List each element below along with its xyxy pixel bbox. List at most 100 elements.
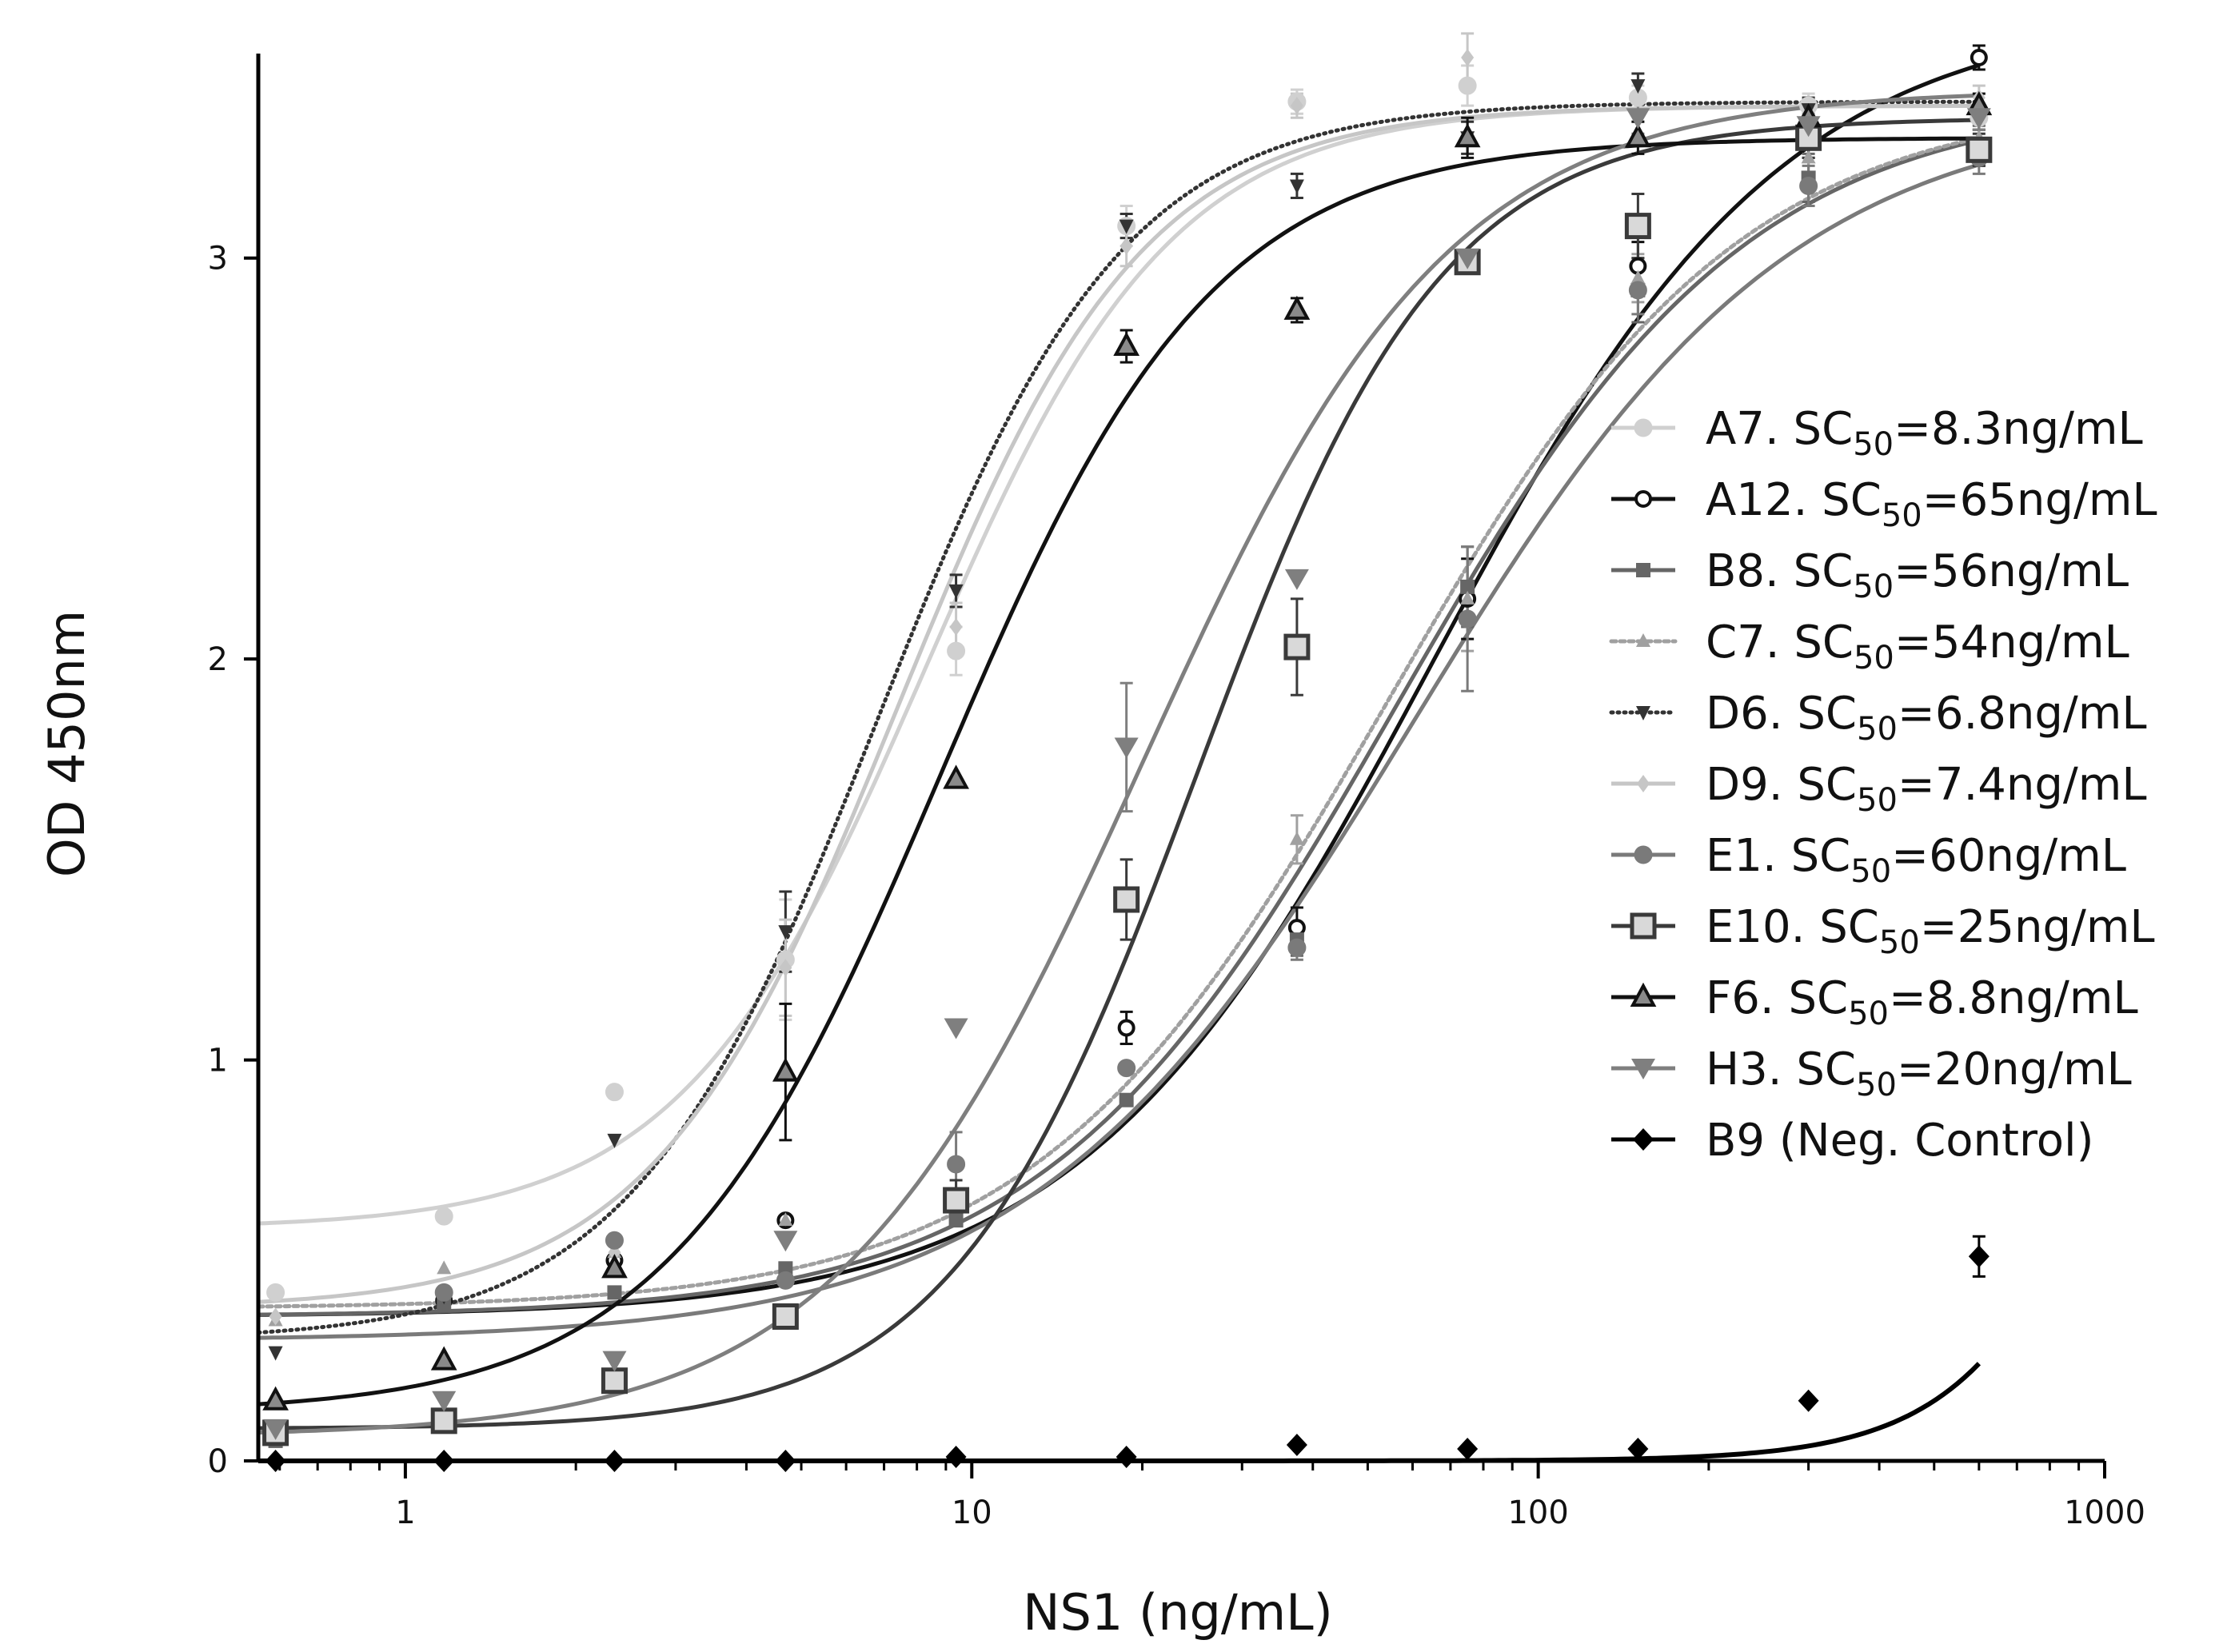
legend-marker xyxy=(1630,912,1657,940)
data-point-a12 xyxy=(1970,49,1988,66)
axes: 0 1 2 3 1 10 100 1000 xyxy=(208,54,2145,1531)
legend-label: A7. SC50=8.3ng/mL xyxy=(1706,403,2143,463)
data-points xyxy=(262,49,1993,1472)
data-point-e1 xyxy=(1117,1059,1136,1078)
data-point-c7 xyxy=(437,1260,452,1275)
data-point-d9 xyxy=(779,959,792,977)
fit-curve-b9 xyxy=(258,1362,1982,1463)
fit-curve-c7 xyxy=(256,135,1982,1309)
legend-item-c7: C7. SC50=54ng/mL xyxy=(1609,617,2129,676)
data-point-b9 xyxy=(1798,1389,1819,1412)
data-point-f6 xyxy=(943,764,969,789)
data-point-f6 xyxy=(1113,331,1140,357)
data-point-e1 xyxy=(1799,176,1818,195)
fit-curve-h3 xyxy=(257,93,1979,1435)
fit-curve-d9 xyxy=(257,103,1979,1304)
data-point-d6 xyxy=(607,1133,622,1148)
data-point-e10 xyxy=(772,1303,799,1330)
legend-label: D6. SC50=6.8ng/mL xyxy=(1706,688,2147,748)
legend-label: F6. SC50=8.8ng/mL xyxy=(1706,972,2138,1032)
data-point-c7 xyxy=(778,1212,793,1227)
legend: A7. SC50=8.3ng/mL A12. SC50=65ng/mL B8. SC… xyxy=(1609,403,2157,1167)
data-point-b9 xyxy=(1116,1445,1137,1468)
data-point-d6 xyxy=(948,584,964,599)
legend-item-a7: A7. SC50=8.3ng/mL xyxy=(1611,403,2143,463)
data-point-e10 xyxy=(1966,136,1993,163)
y-tick-label: 0 xyxy=(208,1443,228,1480)
y-tick-label: 1 xyxy=(208,1043,228,1079)
data-point-h3 xyxy=(944,1018,968,1039)
data-point-b8 xyxy=(1119,1092,1134,1107)
legend-item-h3: H3. SC50=20ng/mL xyxy=(1611,1043,2132,1103)
legend-label: B9 (Neg. Control) xyxy=(1706,1115,2093,1167)
data-point-a7 xyxy=(1458,76,1477,95)
data-point-f6 xyxy=(1625,123,1651,148)
data-point-a7 xyxy=(434,1207,453,1226)
legend-marker xyxy=(1631,1059,1655,1079)
data-point-a7 xyxy=(605,1083,624,1102)
data-point-b9 xyxy=(1968,1245,1990,1268)
legend-marker xyxy=(1634,418,1653,437)
legend-item-a12: A12. SC50=65ng/mL xyxy=(1611,474,2157,534)
data-point-b9 xyxy=(1286,1433,1307,1456)
y-axis-title: OD 450nm xyxy=(38,610,96,877)
data-point-h3 xyxy=(1966,108,1991,130)
data-point-d6 xyxy=(268,1346,283,1361)
data-point-d9 xyxy=(269,1307,282,1326)
fit-curve-e1 xyxy=(257,162,1980,1340)
data-point-e1 xyxy=(1628,281,1647,300)
data-point-h3 xyxy=(432,1391,457,1412)
legend-marker xyxy=(1636,706,1650,720)
data-point-e1 xyxy=(776,1271,795,1290)
data-point-d9 xyxy=(1461,49,1475,66)
data-point-e10 xyxy=(943,1187,970,1214)
data-point-b8 xyxy=(1460,579,1475,594)
data-point-b9 xyxy=(945,1445,967,1468)
data-point-c7 xyxy=(1289,831,1304,845)
legend-item-d6: D6. SC50=6.8ng/mL xyxy=(1609,688,2147,748)
data-point-d9 xyxy=(1119,237,1133,255)
data-point-f6 xyxy=(772,1057,799,1082)
legend-label: B8. SC50=56ng/mL xyxy=(1706,545,2129,605)
data-point-e10 xyxy=(1113,886,1140,913)
data-point-a12 xyxy=(1117,1019,1135,1037)
fit-curve-e10 xyxy=(257,118,1979,1431)
data-point-b8 xyxy=(948,1213,964,1228)
legend-marker xyxy=(1636,633,1650,647)
data-point-h3 xyxy=(263,1419,288,1440)
legend-marker xyxy=(1634,845,1653,864)
legend-label: H3. SC50=20ng/mL xyxy=(1706,1043,2132,1103)
data-point-b9 xyxy=(1457,1437,1479,1460)
x-tick-label: 10 xyxy=(952,1494,992,1531)
legend-marker xyxy=(1636,563,1650,577)
data-point-c7 xyxy=(1460,590,1475,605)
data-point-e1 xyxy=(947,1155,966,1174)
data-point-a7 xyxy=(266,1283,285,1302)
legend-label: E10. SC50=25ng/mL xyxy=(1706,901,2155,961)
data-point-a7 xyxy=(947,641,966,660)
data-point-c7 xyxy=(1801,150,1816,164)
data-point-b9 xyxy=(1627,1437,1649,1460)
data-point-e10 xyxy=(601,1367,628,1395)
y-tick-label: 2 xyxy=(208,641,228,678)
fit-curve-f6 xyxy=(257,136,1979,1407)
legend-item-e10: E10. SC50=25ng/mL xyxy=(1611,901,2155,961)
legend-item-b9: B9 (Neg. Control) xyxy=(1611,1115,2093,1167)
data-point-e1 xyxy=(605,1231,624,1250)
data-point-h3 xyxy=(1626,108,1650,130)
legend-marker xyxy=(1637,775,1650,792)
data-point-f6 xyxy=(1283,295,1311,320)
legend-item-e1: E1. SC50=60ng/mL xyxy=(1611,830,2126,890)
legend-marker xyxy=(1633,1128,1654,1151)
fit-curve-b8 xyxy=(257,138,1980,1317)
x-axis-title: NS1 (ng/mL) xyxy=(1023,1583,1333,1642)
data-point-h3 xyxy=(1284,569,1309,590)
data-point-f6 xyxy=(1454,123,1481,148)
data-point-c7 xyxy=(1630,269,1646,284)
data-point-h3 xyxy=(773,1231,798,1252)
legend-item-d9: D9. SC50=7.4ng/mL xyxy=(1611,759,2147,819)
data-point-d9 xyxy=(949,618,963,636)
data-point-f6 xyxy=(262,1386,289,1411)
